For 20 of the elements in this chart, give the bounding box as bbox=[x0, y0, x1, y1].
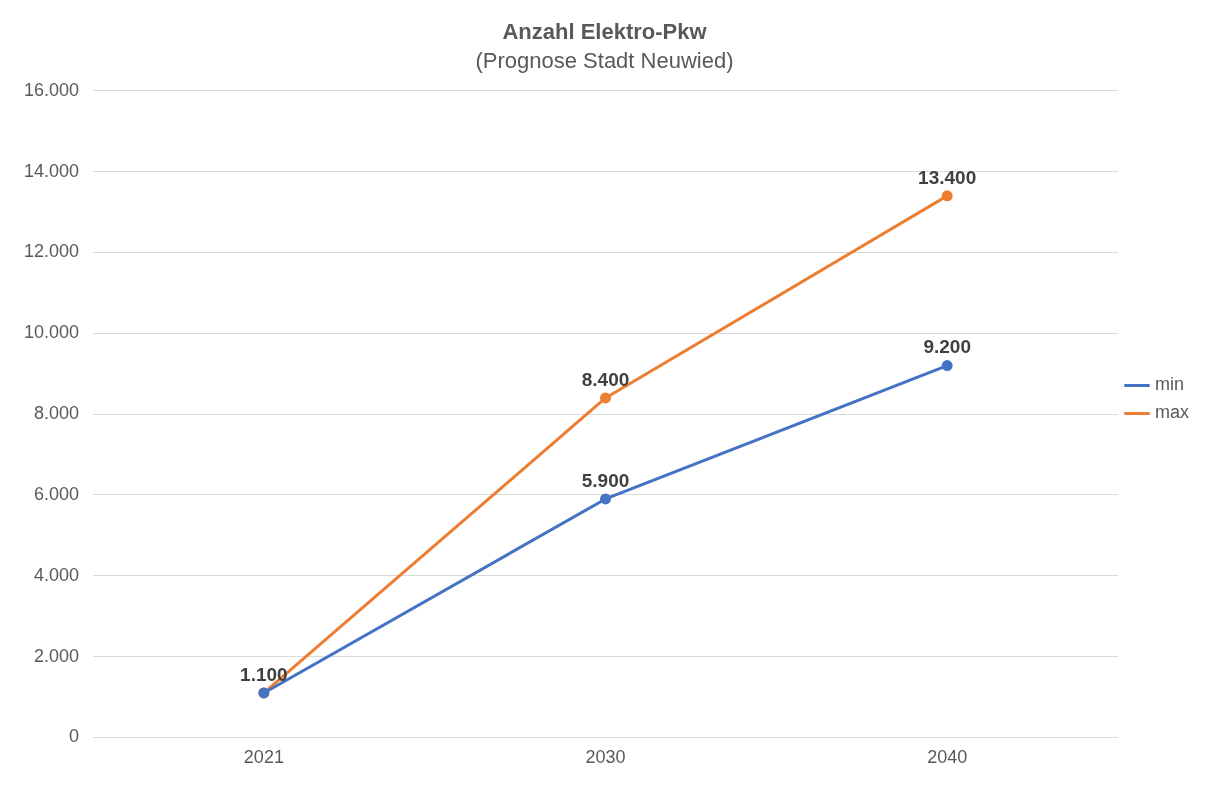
chart-subtitle: (Prognose Stadt Neuwied) bbox=[475, 47, 734, 73]
legend-label: min bbox=[1155, 374, 1185, 395]
chart-title: Anzahl Elektro-Pkw bbox=[502, 19, 708, 45]
x-tick-label: 2040 bbox=[927, 747, 968, 768]
y-tick-label: 0 bbox=[69, 726, 80, 747]
y-tick-label: 2.000 bbox=[34, 645, 80, 666]
y-tick-label: 6.000 bbox=[34, 483, 80, 504]
data-label: 8.400 bbox=[581, 368, 630, 390]
y-tick-label: 8.000 bbox=[34, 403, 80, 424]
x-tick-label: 2021 bbox=[243, 747, 284, 768]
y-tick-label: 14.000 bbox=[23, 160, 80, 181]
y-tick-label: 4.000 bbox=[34, 564, 80, 585]
y-tick-label: 16.000 bbox=[23, 79, 80, 100]
x-tick-label: 2030 bbox=[585, 747, 626, 768]
data-label: 13.400 bbox=[918, 166, 977, 188]
y-tick-label: 12.000 bbox=[23, 241, 80, 262]
data-label: 5.900 bbox=[581, 469, 630, 491]
data-label: 9.200 bbox=[923, 336, 971, 358]
y-tick-label: 10.000 bbox=[23, 322, 80, 343]
legend-label: max bbox=[1155, 402, 1190, 423]
